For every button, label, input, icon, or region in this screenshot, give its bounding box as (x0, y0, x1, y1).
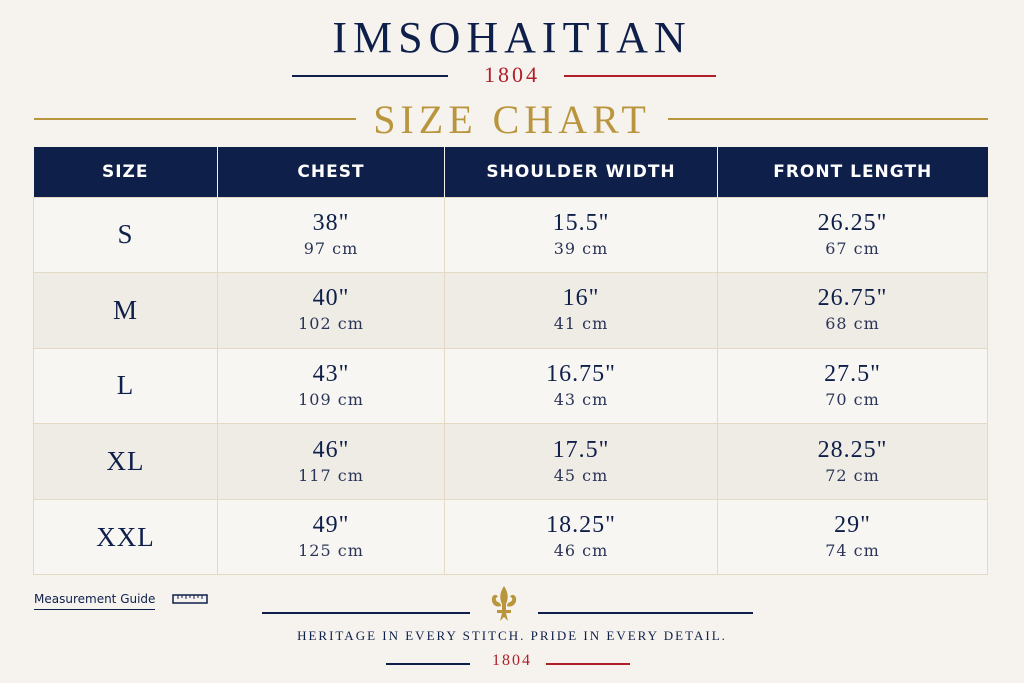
chest-cell: 49" 125 cm (217, 498, 445, 576)
footer-tagline: HERITAGE IN EVERY STITCH. PRIDE IN EVERY… (297, 628, 727, 643)
divider-line-navy (292, 75, 448, 77)
page-title: SIZE CHART (373, 97, 651, 142)
column-header-shoulder-width: SHOULDER WIDTH (444, 147, 718, 197)
chest-cm: 109 cm (298, 389, 364, 409)
shoulder-cm: 46 cm (553, 541, 609, 561)
chest-cell: 43" 109 cm (217, 347, 445, 425)
length-cm: 70 cm (825, 389, 880, 409)
footer-year-row: 1804 (0, 652, 1024, 674)
size-label: XL (106, 446, 145, 477)
divider-line-red (564, 75, 716, 77)
shoulder-cell: 16.75" 43 cm (444, 347, 718, 425)
footer-divider-right (538, 612, 753, 614)
chest-cm: 125 cm (298, 541, 364, 561)
length-inches: 26.25" (817, 209, 888, 236)
column-header-size: SIZE (33, 147, 218, 197)
length-cell: 28.25" 72 cm (717, 423, 988, 500)
length-inches: 28.25" (817, 436, 888, 463)
header-year: 1804 (484, 62, 540, 87)
footer-year: 1804 (492, 652, 532, 669)
ruler-icon[interactable] (172, 593, 208, 605)
column-header-front-length: FRONT LENGTH (717, 147, 988, 197)
length-cell: 26.75" 68 cm (717, 272, 988, 349)
shoulder-inches: 15.5" (552, 209, 610, 236)
chest-cm: 102 cm (298, 314, 364, 334)
table-row: XXL 49" 125 cm 18.25" 46 cm 29" 74 cm (33, 498, 988, 576)
footer-year-line-navy (386, 663, 470, 665)
shoulder-cm: 45 cm (553, 465, 609, 485)
title-divider-left (34, 118, 356, 120)
chest-cell: 46" 117 cm (217, 423, 445, 500)
title-row: SIZE CHART (0, 96, 1024, 142)
length-cm: 74 cm (825, 541, 880, 561)
measurement-guide-link[interactable]: Measurement Guide (34, 592, 156, 610)
shoulder-cell: 16" 41 cm (444, 272, 718, 349)
shoulder-cm: 39 cm (553, 238, 609, 258)
footer-divider (0, 590, 1024, 630)
length-inches: 29" (834, 512, 871, 539)
column-header-chest: CHEST (217, 147, 445, 197)
size-label: L (116, 370, 135, 401)
shoulder-inches: 16" (562, 285, 600, 312)
chest-cell: 40" 102 cm (217, 272, 445, 349)
chest-inches: 43" (312, 360, 350, 387)
length-cm: 72 cm (825, 465, 880, 485)
shoulder-cm: 43 cm (553, 389, 609, 409)
length-cell: 27.5" 70 cm (717, 347, 988, 425)
shoulder-cell: 17.5" 45 cm (444, 423, 718, 500)
length-cm: 68 cm (825, 314, 880, 334)
fleur-de-lis-icon (491, 586, 517, 621)
size-label: XXL (96, 521, 155, 552)
size-cell: XXL (33, 498, 218, 576)
length-inches: 26.75" (817, 285, 888, 312)
shoulder-cell: 15.5" 39 cm (444, 196, 718, 274)
chest-cm: 97 cm (303, 238, 359, 258)
chest-inches: 40" (312, 285, 350, 312)
length-cm: 67 cm (825, 238, 880, 258)
chest-cell: 38" 97 cm (217, 196, 445, 274)
header-year-row: 1804 (0, 62, 1024, 88)
size-cell: L (33, 347, 218, 425)
footer-year-line-red (546, 663, 630, 665)
length-inches: 27.5" (824, 360, 881, 387)
table-row: M 40" 102 cm 16" 41 cm 26.75" 68 cm (33, 272, 988, 349)
length-cell: 29" 74 cm (717, 498, 988, 576)
chest-cm: 117 cm (298, 465, 364, 485)
chest-inches: 49" (312, 512, 350, 539)
size-chart-table: SIZE CHEST SHOULDER WIDTH FRONT LENGTH S… (33, 147, 988, 576)
shoulder-cm: 41 cm (553, 314, 609, 334)
size-cell: S (33, 196, 218, 274)
title-divider-right (668, 118, 988, 120)
chest-inches: 46" (312, 436, 350, 463)
shoulder-cell: 18.25" 46 cm (444, 498, 718, 576)
table-row: XL 46" 117 cm 17.5" 45 cm 28.25" 72 cm (33, 423, 988, 500)
size-cell: M (33, 272, 218, 349)
shoulder-inches: 16.75" (546, 360, 616, 387)
chest-inches: 38" (312, 209, 350, 236)
table-header-row: SIZE CHEST SHOULDER WIDTH FRONT LENGTH (33, 147, 988, 197)
length-cell: 26.25" 67 cm (717, 196, 988, 274)
table-row: L 43" 109 cm 16.75" 43 cm 27.5" 70 cm (33, 347, 988, 425)
table-row: S 38" 97 cm 15.5" 39 cm 26.25" 67 cm (33, 196, 988, 274)
size-cell: XL (33, 423, 218, 500)
size-label: M (112, 294, 138, 325)
brand-name: IMSOHAITIAN (332, 13, 692, 62)
shoulder-inches: 17.5" (552, 436, 610, 463)
size-label: S (117, 219, 134, 250)
shoulder-inches: 18.25" (546, 512, 616, 539)
footer-divider-left (262, 612, 470, 614)
